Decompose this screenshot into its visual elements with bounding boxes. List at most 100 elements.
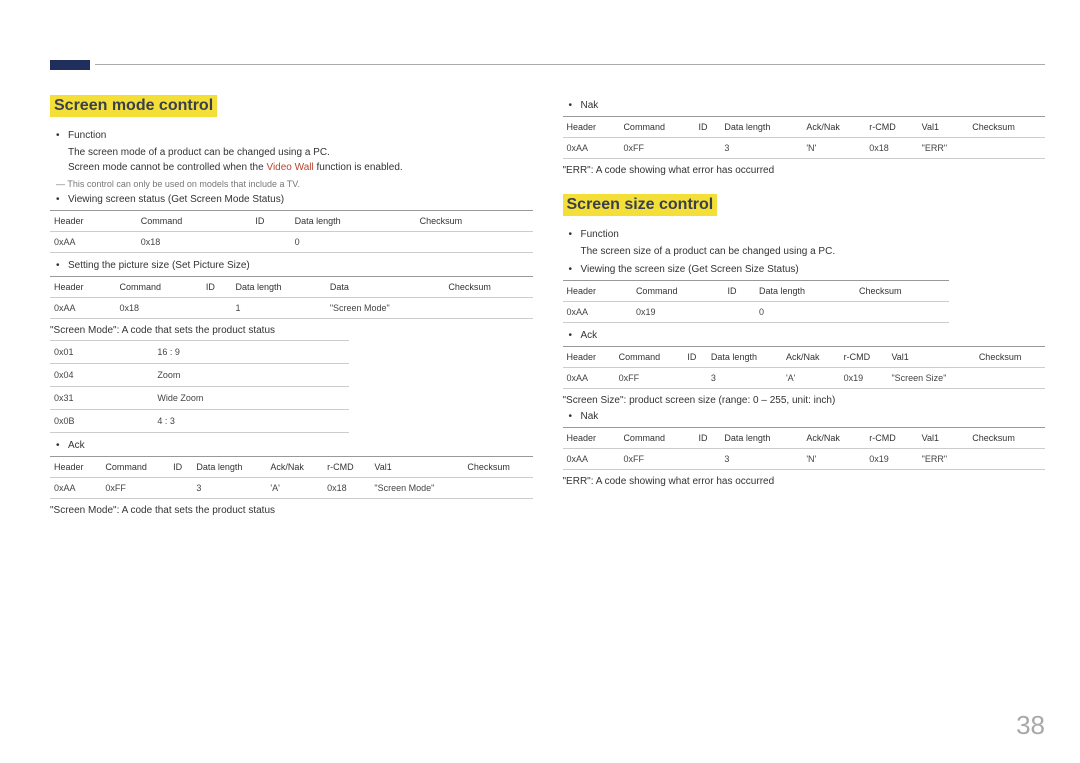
screen-mode-desc: "Screen Mode": A code that sets the prod… [50, 325, 533, 336]
td: 0x04 [50, 364, 153, 387]
td [695, 449, 721, 470]
setting-label: Setting the picture size (Set Picture Si… [68, 259, 533, 273]
th: Checksum [463, 457, 532, 478]
td [968, 449, 1045, 470]
bullet-icon: • [569, 99, 581, 113]
td [416, 232, 533, 253]
td [169, 478, 192, 499]
td [251, 232, 290, 253]
th: Header [50, 277, 115, 298]
td: 0xAA [50, 298, 115, 319]
td: 0xAA [563, 368, 615, 389]
screen-mode-desc2: "Screen Mode": A code that sets the prod… [50, 505, 533, 516]
td [724, 302, 755, 323]
td: 3 [192, 478, 266, 499]
nak-label2: Nak [581, 410, 1046, 424]
ack-label2: Ack [581, 329, 1046, 343]
function-line2a: Screen mode cannot be controlled when th… [68, 162, 266, 173]
th: Command [632, 281, 724, 302]
ack-bullet2: • Ack [569, 329, 1046, 343]
th: ID [695, 428, 721, 449]
td: 0x01 [50, 341, 153, 364]
td: 0x18 [323, 478, 370, 499]
bullet-icon: • [56, 193, 68, 207]
td: 0 [291, 232, 416, 253]
th: Val1 [918, 428, 969, 449]
td: 3 [707, 368, 782, 389]
td [975, 368, 1045, 389]
td: "ERR" [918, 449, 969, 470]
th: ID [683, 347, 707, 368]
screen-size-title: Screen size control [563, 194, 718, 216]
size-desc: "Screen Size": product screen size (rang… [563, 395, 1046, 406]
th: Data length [755, 281, 855, 302]
td: 'N' [802, 449, 865, 470]
bullet-icon: • [569, 329, 581, 343]
tv-note: ― This control can only be used on model… [56, 179, 533, 189]
bullet-icon: • [56, 439, 68, 453]
td: 0xAA [50, 232, 137, 253]
th: Data length [720, 428, 802, 449]
viewing-bullet: • Viewing screen status (Get Screen Mode… [56, 193, 533, 207]
td: 0xAA [563, 138, 620, 159]
td: 'A' [266, 478, 323, 499]
bullet-icon: • [569, 410, 581, 424]
th: Data length [232, 277, 326, 298]
right-column: • Nak Header Command ID Data length Ack/… [563, 95, 1046, 520]
th: ID [202, 277, 232, 298]
th: Command [115, 277, 201, 298]
th: r-CMD [865, 428, 917, 449]
bullet-icon: • [569, 263, 581, 277]
td: 0x19 [865, 449, 917, 470]
bullet-icon: • [569, 228, 581, 242]
td [855, 302, 949, 323]
th: ID [695, 117, 721, 138]
bullet-icon: • [56, 259, 68, 273]
td: 0x19 [840, 368, 888, 389]
viewing-label2: Viewing the screen size (Get Screen Size… [581, 263, 1046, 277]
screen-mode-title: Screen mode control [50, 95, 217, 117]
table-nak-screen-size: Header Command ID Data length Ack/Nak r-… [563, 427, 1046, 470]
td: "Screen Mode" [326, 298, 445, 319]
td: 0x19 [632, 302, 724, 323]
th: Checksum [416, 211, 533, 232]
th: Command [619, 428, 694, 449]
th: Data [326, 277, 445, 298]
th: Command [615, 347, 684, 368]
td [968, 138, 1045, 159]
th: Val1 [918, 117, 969, 138]
function-line-size: The screen size of a product can be chan… [581, 244, 1046, 259]
th: Ack/Nak [782, 347, 840, 368]
err-desc2: "ERR": A code showing what error has occ… [563, 476, 1046, 487]
th: Val1 [887, 347, 974, 368]
th: Header [563, 428, 620, 449]
setting-bullet: • Setting the picture size (Set Picture … [56, 259, 533, 273]
td: 1 [232, 298, 326, 319]
viewing-label: Viewing screen status (Get Screen Mode S… [68, 193, 533, 207]
td: 0x18 [137, 232, 252, 253]
th: Data length [291, 211, 416, 232]
th: Checksum [855, 281, 949, 302]
td: Wide Zoom [153, 387, 349, 410]
td [444, 298, 532, 319]
th: Checksum [968, 428, 1045, 449]
th: Ack/Nak [802, 117, 865, 138]
th: Command [101, 457, 169, 478]
th: r-CMD [323, 457, 370, 478]
function-bullet: • Function [56, 129, 533, 143]
page-content: Screen mode control • Function The scree… [50, 95, 1045, 520]
td: 0xAA [563, 449, 620, 470]
th: Checksum [444, 277, 532, 298]
td: 0 [755, 302, 855, 323]
td: 16 : 9 [153, 341, 349, 364]
td: 0x0B [50, 410, 153, 433]
video-wall-highlight: Video Wall [266, 162, 313, 173]
th: Ack/Nak [266, 457, 323, 478]
td [202, 298, 232, 319]
function-line2: Screen mode cannot be controlled when th… [68, 160, 533, 175]
th: Checksum [968, 117, 1045, 138]
td: 0xAA [50, 478, 101, 499]
th: Data length [192, 457, 266, 478]
left-column: Screen mode control • Function The scree… [50, 95, 533, 520]
td [463, 478, 532, 499]
